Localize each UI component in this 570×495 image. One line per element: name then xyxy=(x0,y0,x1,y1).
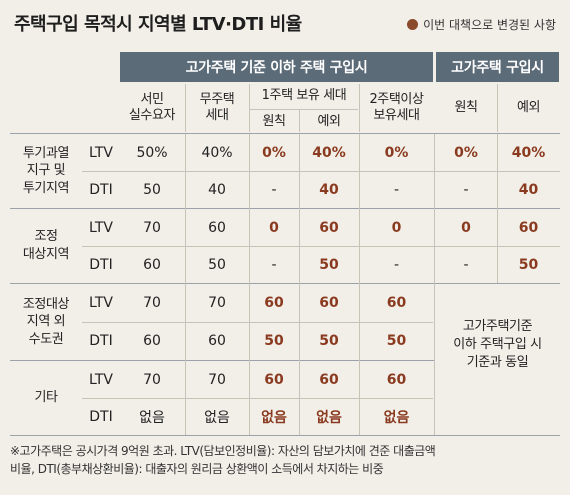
legend: 이번 대책으로 변경된 사항 xyxy=(407,16,556,33)
table-cell: - xyxy=(393,181,400,198)
region-label-4: 기타 xyxy=(34,390,58,406)
table-cell-changed: 0% xyxy=(384,144,409,161)
table-cell: 40 xyxy=(208,181,226,198)
table-cell: 60 xyxy=(143,333,161,349)
table-cell-changed: 60 xyxy=(319,295,339,311)
legend-label: 이번 대책으로 변경된 사항 xyxy=(423,18,556,32)
metric-dti: DTI xyxy=(89,408,113,425)
merged-note: 고가주택기준 이하 주택구입 시 기준과 동일 xyxy=(453,319,542,371)
table-cell: 70 xyxy=(208,295,226,311)
table-cell: 70 xyxy=(143,371,161,388)
metric-ltv: LTV xyxy=(88,295,113,311)
header-g2-yeoe: 예외 xyxy=(516,99,541,115)
table-cell-changed: 60 xyxy=(319,371,339,388)
table-cell: 70 xyxy=(143,295,161,311)
table-cell: - xyxy=(463,181,469,198)
metric-dti: DTI xyxy=(89,181,113,198)
table-cell-changed: 60 xyxy=(264,371,284,388)
table-cell: - xyxy=(271,256,277,273)
metric-ltv: LTV xyxy=(88,371,113,388)
table-cell-changed: 50 xyxy=(518,256,539,273)
table-cell: - xyxy=(393,256,400,273)
footnote: ※고가주택은 공시가격 9억원 초과. LTV(담보인정비율): 자산의 담보가… xyxy=(10,444,436,476)
table-cell-changed: 0% xyxy=(262,144,286,161)
table-cell-changed: 없음 xyxy=(383,409,410,426)
table-cell-changed: 50 xyxy=(319,333,339,349)
header-seomin: 서민 실수요자 xyxy=(128,91,176,123)
table-cell-changed: 0 xyxy=(391,219,402,236)
region-label-1: 투기과열 지구 및 투기지역 xyxy=(22,145,70,196)
header-1ju-yeoe: 예외 xyxy=(317,113,341,129)
table-cell-changed: 40 xyxy=(319,181,339,198)
header-2ju: 2주택이상 보유세대 xyxy=(369,91,424,123)
table-cell-changed: 60 xyxy=(518,219,539,236)
region-label-2: 조정 대상지역 xyxy=(22,229,70,262)
table-cell-changed: 50 xyxy=(319,256,339,273)
table-cell-changed: 없음 xyxy=(261,409,287,426)
table-cell-changed: 60 xyxy=(386,371,407,388)
metric-ltv: LTV xyxy=(88,144,113,161)
header-mujutaek: 무주택 세대 xyxy=(199,91,235,123)
table-cell-changed: 60 xyxy=(386,295,407,311)
table-cell-changed: 0 xyxy=(269,219,279,236)
header-1ju: 1주택 보유 세대 xyxy=(261,87,347,103)
page-title: 주택구입 목적시 지역별 LTV·DTI 비율 xyxy=(14,14,302,35)
metric-ltv: LTV xyxy=(88,219,113,236)
legend-dot-icon xyxy=(407,19,419,30)
region-label-3: 조정대상 지역 외 수도권 xyxy=(22,296,70,347)
table-cell: 60 xyxy=(208,219,226,236)
header-g2-wonchik: 원칙 xyxy=(454,99,478,115)
table-cell: 없음 xyxy=(204,409,230,426)
table-cell-changed: 60 xyxy=(319,219,339,236)
table-cell-changed: 40% xyxy=(511,144,546,161)
table-cell: 50 xyxy=(143,181,161,198)
table-cell-changed: 50 xyxy=(386,333,407,349)
table-cell: 70 xyxy=(208,371,226,388)
table-cell: 60 xyxy=(208,333,226,349)
header-group1: 고가주택 기준 이하 주택 구입시 xyxy=(120,52,433,82)
table-cell: - xyxy=(463,256,469,273)
table-cell: 60 xyxy=(143,256,161,273)
metric-dti: DTI xyxy=(89,256,113,273)
table-cell: 50 xyxy=(208,256,226,273)
table-cell-changed: 0% xyxy=(454,144,478,161)
header-group2: 고가주택 구입시 xyxy=(436,52,559,82)
table-cell: 70 xyxy=(143,219,161,236)
metric-dti: DTI xyxy=(89,333,113,349)
table-cell: 없음 xyxy=(139,409,165,426)
table-cell-changed: 없음 xyxy=(316,409,342,426)
table-cell-changed: 50 xyxy=(264,333,284,349)
header-1ju-wonchik: 원칙 xyxy=(262,113,286,129)
table-cell-changed: 40% xyxy=(312,144,346,161)
table-cell-changed: 60 xyxy=(264,295,284,311)
table-cell: 40% xyxy=(201,144,233,161)
table-cell: - xyxy=(271,181,277,198)
table-cell-changed: 40 xyxy=(518,181,539,198)
table-cell: 50% xyxy=(136,144,168,161)
table-cell-changed: 0 xyxy=(461,219,471,236)
